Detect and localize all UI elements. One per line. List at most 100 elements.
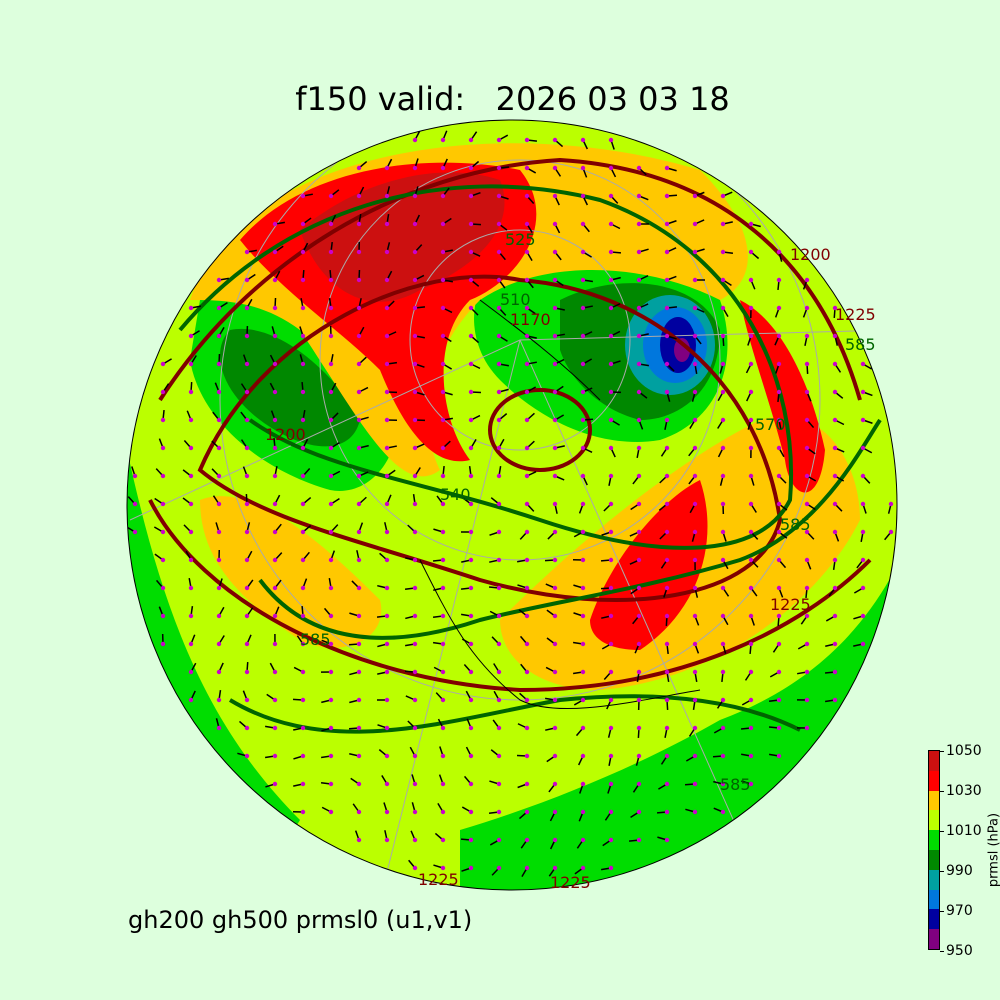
wind-barb-dot (328, 557, 334, 563)
wind-barb-dot (692, 697, 698, 703)
wind-barb-dot (636, 585, 642, 591)
wind-barb-dot (664, 669, 670, 675)
wind-barb-dot (748, 445, 754, 451)
wind-barb-dot (300, 361, 306, 367)
wind-barb-dot (412, 417, 418, 423)
wind-barb-dot (664, 333, 670, 339)
wind-barb-dot (440, 501, 446, 507)
wind-barb-dot (328, 809, 334, 815)
wind-barb-dot (440, 865, 446, 871)
wind-barb-dot (216, 417, 222, 423)
wind-barb-dot (776, 445, 782, 451)
wind-barb-dot (216, 445, 222, 451)
wind-barb-dot (272, 417, 278, 423)
wind-barb-dot (692, 417, 698, 423)
wind-barb-dot (636, 193, 642, 199)
wind-barb-dot (468, 809, 474, 815)
wind-barb-dot (664, 249, 670, 255)
wind-barb-dot (412, 557, 418, 563)
wind-barb-dot (496, 585, 502, 591)
wind-barb-dot (468, 249, 474, 255)
contour-label: 510 (500, 290, 531, 309)
wind-barb-dot (832, 473, 838, 479)
wind-barb-dot (720, 697, 726, 703)
wind-barb-dot (552, 669, 558, 675)
wind-barb-dot (776, 305, 782, 311)
wind-barb-dot (272, 361, 278, 367)
wind-barb-dot (272, 781, 278, 787)
wind-barb-dot (300, 389, 306, 395)
wind-barb-dot (524, 557, 530, 563)
wind-barb-dot (244, 277, 250, 283)
wind-barb-dot (692, 473, 698, 479)
wind-barb-dot (664, 613, 670, 619)
wind-barb-dot (272, 669, 278, 675)
figure-subtitle: gh200 gh500 prmsl0 (u1,v1) (128, 906, 473, 934)
wind-barb-dot (412, 193, 418, 199)
wind-barb-dot (776, 389, 782, 395)
wind-barb-dot (300, 417, 306, 423)
wind-barb-dot (804, 389, 810, 395)
wind-barb-dot (412, 445, 418, 451)
wind-barb-dot (216, 697, 222, 703)
wind-barb-dot (244, 333, 250, 339)
colorbar-segment (929, 850, 939, 870)
wind-barb-dot (804, 445, 810, 451)
wind-barb-dot (468, 417, 474, 423)
wind-barb-dot (412, 697, 418, 703)
wind-barb-dot (608, 725, 614, 731)
wind-barb-dot (384, 389, 390, 395)
wind-barb-dot (160, 529, 166, 535)
wind-barb-dot (580, 725, 586, 731)
wind-barb-dot (832, 697, 838, 703)
wind-barb-dot (328, 361, 334, 367)
wind-barb-dot (720, 501, 726, 507)
wind-barb-dot (272, 557, 278, 563)
wind-barb-dot (524, 193, 530, 199)
wind-barb-dot (300, 725, 306, 731)
wind-barb-dot (748, 501, 754, 507)
wind-barb-dot (412, 641, 418, 647)
wind-barb-dot (608, 165, 614, 171)
wind-barb-dot (496, 781, 502, 787)
wind-barb-dot (608, 585, 614, 591)
wind-barb-dot (776, 473, 782, 479)
wind-barb-dot (328, 249, 334, 255)
wind-barb-dot (720, 361, 726, 367)
wind-barb-dot (440, 389, 446, 395)
wind-barb-dot (608, 305, 614, 311)
wind-barb-dot (524, 725, 530, 731)
wind-barb-dot (608, 529, 614, 535)
wind-barb-dot (692, 193, 698, 199)
wind-barb-dot (552, 389, 558, 395)
wind-barb-dot (552, 193, 558, 199)
wind-barb-dot (580, 865, 586, 871)
wind-barb-dot (216, 501, 222, 507)
wind-barb-dot (608, 417, 614, 423)
wind-barb-dot (748, 585, 754, 591)
wind-barb-dot (608, 445, 614, 451)
wind-barb-dot (608, 277, 614, 283)
wind-barb-dot (804, 473, 810, 479)
wind-barb-dot (664, 641, 670, 647)
wind-barb-dot (132, 473, 138, 479)
wind-barb-dot (160, 417, 166, 423)
wind-barb-dot (300, 613, 306, 619)
wind-barb-dot (412, 361, 418, 367)
wind-barb-dot (468, 277, 474, 283)
wind-barb-dot (692, 277, 698, 283)
wind-barb-dot (804, 697, 810, 703)
wind-barb-dot (384, 557, 390, 563)
wind-barb-dot (692, 501, 698, 507)
wind-barb-dot (804, 725, 810, 731)
wind-barb-dot (664, 725, 670, 731)
wind-barb-dot (692, 249, 698, 255)
wind-barb-dot (552, 361, 558, 367)
wind-barb-dot (748, 725, 754, 731)
wind-barb-dot (412, 221, 418, 227)
wind-barb-dot (160, 501, 166, 507)
wind-barb-dot (580, 585, 586, 591)
wind-barb-dot (160, 557, 166, 563)
wind-barb-dot (636, 305, 642, 311)
wind-barb-dot (888, 501, 894, 507)
